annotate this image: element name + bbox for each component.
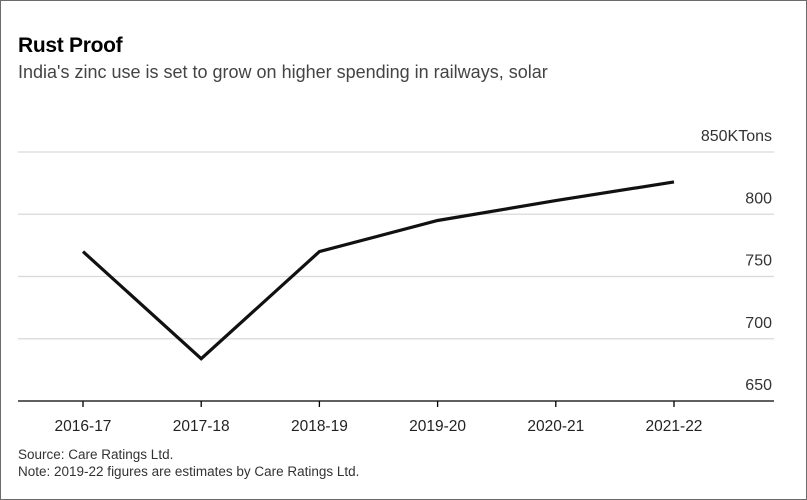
y-tick-label: 800 [745, 190, 772, 207]
x-tick-label: 2019-20 [409, 418, 466, 435]
y-tick-label: 700 [745, 315, 772, 332]
x-tick-label: 2018-19 [291, 418, 348, 435]
source-note: Source: Care Ratings Ltd. [18, 447, 174, 462]
y-tick-label: 650 [745, 377, 772, 394]
x-tick-label: 2016-17 [55, 418, 112, 435]
y-tick-label: 850KTons [701, 128, 772, 145]
x-tick-label: 2020-21 [527, 418, 584, 435]
estimate-note: Note: 2019-22 figures are estimates by C… [18, 464, 360, 479]
series-line [81, 180, 675, 361]
y-tick-label: 750 [745, 253, 772, 270]
chart-title: Rust Proof [18, 34, 123, 57]
chart-subtitle: India's zinc use is set to grow on highe… [18, 62, 548, 82]
x-tick-label: 2017-18 [173, 418, 230, 435]
x-tick-label: 2021-22 [646, 418, 703, 435]
